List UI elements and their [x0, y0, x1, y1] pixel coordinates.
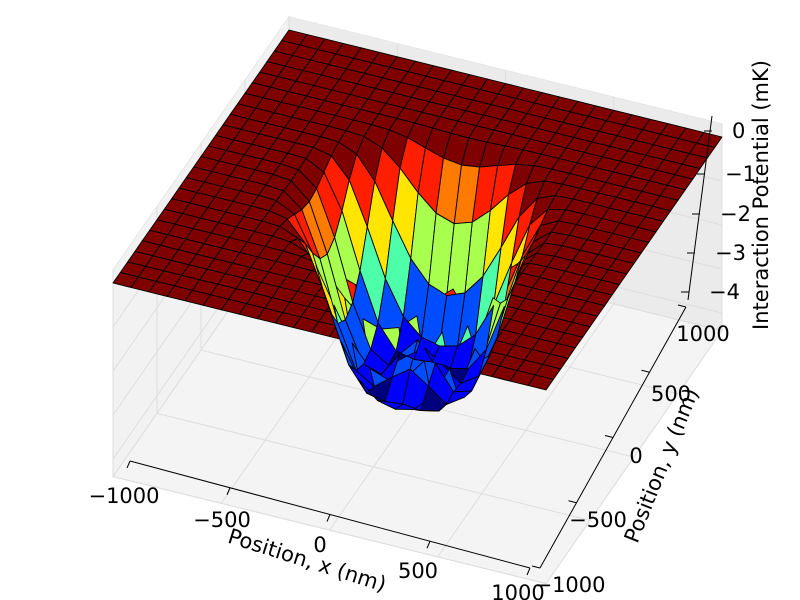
surface-facet: [527, 374, 554, 391]
y-tick: [641, 369, 650, 373]
y-tick-label: −1000: [534, 573, 605, 597]
z-tick-label: −1: [725, 162, 756, 186]
y-tick: [568, 500, 577, 504]
y-tick: [604, 435, 614, 438]
x-tick-label: −500: [193, 508, 251, 532]
y-tick: [677, 304, 687, 308]
z-axis-label: Interaction Potential (mK): [749, 60, 773, 330]
floor-grid-line: [545, 330, 723, 584]
surface-mesh: [112, 29, 723, 412]
y-tick-label: 0: [629, 444, 642, 468]
floor-grid-line: [437, 303, 615, 558]
surface-facet: [366, 376, 393, 402]
x-tick-label: −1000: [88, 484, 159, 508]
tick-marks: −1000−50005001000−1000−50005001000−4−3−2…: [88, 119, 755, 600]
z-axis-line: [687, 115, 713, 301]
y-tick-label: 1000: [676, 322, 729, 346]
y-tick-label: 500: [651, 382, 691, 406]
x-tick: [226, 487, 231, 495]
z-tick-label: 0: [732, 119, 745, 143]
z-tick-label: −3: [715, 241, 746, 265]
x-tick: [126, 460, 131, 469]
z-tick-label: −2: [720, 202, 751, 226]
surface-facet: [420, 385, 447, 412]
x-tick-label: 500: [398, 559, 438, 583]
y-tick: [531, 565, 541, 569]
y-tick-label: −500: [569, 508, 627, 532]
x-tick: [426, 541, 431, 549]
x-tick-label: 1000: [491, 581, 544, 600]
x-tick: [326, 514, 331, 522]
x-tick: [526, 567, 531, 576]
x-tick-label: 0: [313, 533, 326, 557]
surface-facet: [445, 390, 473, 405]
z-tick-label: −4: [709, 280, 740, 304]
